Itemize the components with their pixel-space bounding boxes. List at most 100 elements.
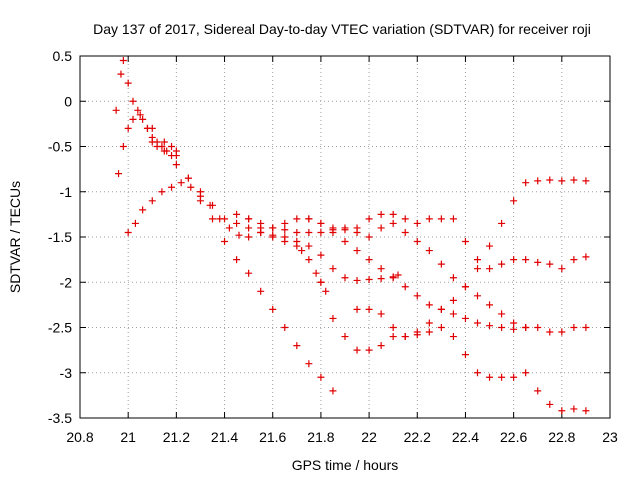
x-tick-label: 20.8 [66, 429, 93, 445]
data-point [115, 170, 123, 178]
data-point [129, 97, 137, 105]
y-tick-label: -0.5 [48, 139, 72, 155]
y-tick-label: -1.5 [48, 229, 72, 245]
data-point [139, 206, 147, 214]
data-point [119, 57, 127, 65]
data-point [257, 287, 265, 295]
data-point [582, 407, 590, 415]
data-point [558, 177, 566, 185]
data-point [233, 256, 241, 264]
data-point [317, 373, 325, 381]
data-point [486, 301, 494, 309]
data-point [131, 219, 139, 227]
data-point [184, 174, 192, 182]
data-point [365, 215, 373, 223]
data-point [293, 342, 301, 350]
x-tick-label: 22.6 [500, 429, 527, 445]
data-point [112, 106, 120, 114]
data-point [413, 238, 421, 246]
data-point [329, 387, 337, 395]
y-tick-label: 0.5 [53, 48, 73, 64]
data-point [389, 333, 397, 341]
data-point [305, 228, 313, 236]
data-point [461, 283, 469, 291]
data-point [449, 333, 457, 341]
x-tick-label: 21 [120, 429, 136, 445]
x-tick-label: 22.2 [404, 429, 431, 445]
data-point [522, 256, 530, 264]
data-point [401, 215, 409, 223]
series-track-8 [305, 210, 590, 336]
data-point [221, 238, 229, 246]
data-point [522, 369, 530, 377]
data-point [221, 215, 229, 223]
data-point [158, 188, 166, 196]
y-tick-label: 0 [64, 93, 72, 109]
x-tick-label: 21.8 [307, 429, 334, 445]
data-point [534, 387, 542, 395]
data-point [245, 215, 253, 223]
data-point [461, 351, 469, 359]
data-point [474, 256, 481, 264]
series-track-6 [233, 210, 330, 295]
data-point [245, 233, 253, 241]
data-point [329, 314, 337, 322]
data-point [341, 238, 349, 246]
data-point [510, 325, 518, 333]
data-point [498, 260, 506, 268]
data-point [486, 242, 494, 250]
x-tick-label: 22 [361, 429, 377, 445]
grid-layer [80, 56, 610, 418]
data-point [449, 274, 457, 282]
y-tick-label: -2 [60, 274, 73, 290]
data-point [498, 219, 506, 227]
data-point [148, 124, 156, 132]
x-tick-label: 21.2 [163, 429, 190, 445]
data-point [317, 251, 325, 259]
data-point [365, 276, 373, 284]
data-point [558, 328, 566, 336]
data-point [293, 228, 301, 236]
data-point [365, 233, 373, 241]
data-point [377, 224, 385, 232]
data-point [510, 256, 518, 264]
y-tick-label: -2.5 [48, 320, 72, 336]
data-point [341, 274, 349, 282]
data-point [245, 269, 253, 277]
data-point [389, 210, 397, 218]
data-point [570, 324, 578, 331]
data-point [225, 224, 233, 232]
series-track-5 [172, 161, 402, 284]
y-tick-label: -1 [60, 184, 73, 200]
data-point [329, 224, 337, 232]
data-point [353, 305, 361, 313]
data-point [437, 215, 445, 223]
data-point [129, 115, 137, 123]
data-point [546, 400, 554, 408]
data-point [245, 224, 253, 232]
x-tick-label: 22.4 [452, 429, 479, 445]
data-point [209, 201, 216, 209]
data-point [168, 183, 176, 191]
x-axis-label: GPS time / hours [292, 457, 399, 473]
data-point [389, 219, 397, 227]
data-point [148, 197, 156, 205]
data-point [437, 324, 445, 331]
data-point [389, 324, 397, 331]
data-point [425, 247, 433, 255]
data-point [353, 276, 361, 284]
data-point [233, 219, 241, 227]
data-point [305, 360, 313, 368]
point-layer [112, 57, 590, 415]
data-point [558, 407, 566, 415]
data-point [394, 271, 402, 279]
data-point [269, 224, 277, 232]
data-point [233, 210, 241, 218]
data-point [353, 247, 361, 255]
data-point [498, 373, 506, 381]
data-point [546, 176, 554, 184]
data-point [461, 314, 469, 322]
data-point [413, 219, 421, 227]
data-point [582, 177, 590, 185]
data-point [119, 143, 127, 150]
